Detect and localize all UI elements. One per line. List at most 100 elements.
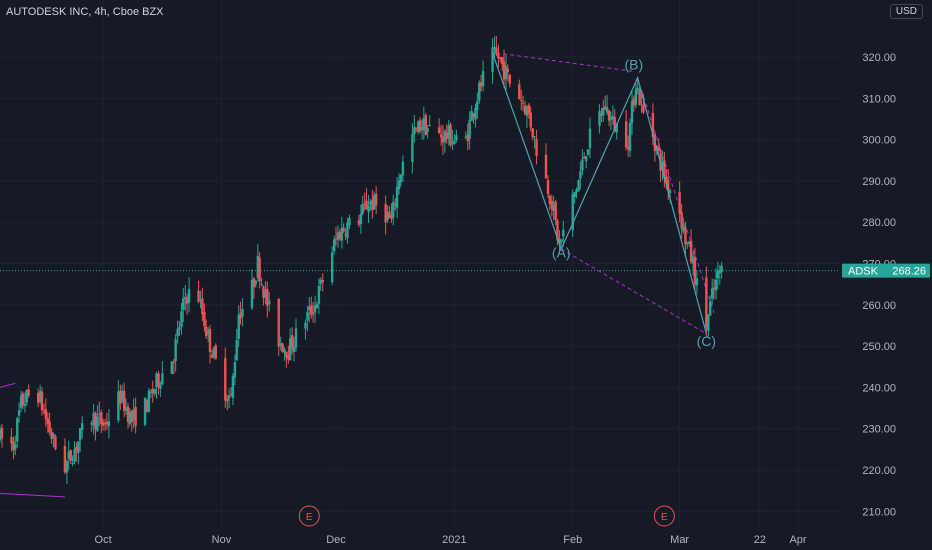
candle: [418, 117, 422, 134]
candle-body: [581, 159, 584, 171]
candle-body: [317, 285, 321, 304]
candle: [254, 279, 258, 288]
candle-body: [535, 138, 538, 156]
candle-body: [311, 312, 315, 315]
candle: [124, 398, 128, 415]
time-tick-label: Feb: [563, 534, 582, 546]
price-tick-label: 290.00: [862, 176, 896, 188]
candle-body: [607, 110, 611, 121]
candle-body: [348, 217, 351, 226]
candle-body: [579, 171, 582, 179]
candle: [14, 435, 17, 456]
candle-body: [281, 343, 284, 352]
time-tick-label: 2021: [442, 534, 466, 546]
currency-button[interactable]: USD: [889, 4, 923, 19]
candle: [310, 296, 313, 319]
candle: [180, 302, 183, 335]
candle-body: [397, 180, 401, 190]
candle: [508, 73, 512, 88]
candle: [21, 391, 25, 410]
trendline: [0, 492, 65, 498]
candle: [319, 277, 322, 291]
candle: [588, 117, 592, 159]
candle: [663, 151, 666, 188]
candle-body: [306, 312, 309, 321]
candle-body: [75, 447, 78, 451]
candle: [464, 131, 468, 140]
candle: [96, 405, 99, 432]
candle: [16, 416, 19, 448]
candle: [90, 420, 93, 432]
candle-body: [371, 199, 374, 211]
candle-body: [624, 121, 628, 148]
candle: [439, 124, 443, 146]
candle: [27, 384, 30, 398]
symbol-title: AUTODESK INC, 4h, Cboe BZX: [6, 6, 164, 18]
candle: [36, 388, 40, 408]
candle-body: [712, 287, 716, 290]
candle: [54, 434, 57, 451]
candle: [279, 336, 282, 351]
candle-body: [428, 124, 431, 127]
candle: [184, 284, 187, 311]
candle-body: [287, 355, 290, 360]
candle-body: [443, 130, 447, 142]
candle-body: [229, 394, 233, 396]
price-tick-label: 210.00: [862, 506, 896, 518]
candle: [308, 297, 311, 323]
candle: [500, 56, 504, 71]
candle-body: [718, 269, 722, 274]
candle-body: [678, 192, 681, 214]
candle-body: [279, 343, 282, 346]
candle-body: [288, 338, 292, 361]
candle-body: [445, 133, 448, 139]
candle-body: [640, 101, 643, 103]
candle: [317, 278, 321, 315]
candle-body: [258, 257, 261, 282]
candle: [636, 77, 639, 95]
candle-body: [550, 201, 554, 209]
candle-body: [338, 232, 342, 240]
candle: [187, 277, 191, 313]
candle-body: [134, 406, 137, 427]
candle: [506, 64, 510, 82]
candle-body: [321, 279, 324, 283]
candle: [634, 82, 638, 109]
price-axis[interactable]: 320.00310.00300.00290.00280.00270.00260.…: [862, 52, 896, 518]
candle: [292, 336, 296, 362]
time-axis[interactable]: Oct Nov Dec 2021 Feb Mar 22 Apr: [95, 534, 807, 546]
candle-body: [132, 409, 135, 420]
candle: [533, 136, 536, 149]
candle: [468, 111, 471, 150]
candle-body: [401, 161, 405, 176]
candle-body: [481, 71, 485, 87]
candle: [71, 455, 74, 467]
candle-body: [10, 436, 13, 444]
trendline: [0, 382, 16, 388]
candle-body: [319, 279, 322, 284]
candle: [707, 314, 710, 337]
candle: [344, 227, 347, 241]
candle: [214, 343, 218, 360]
candle: [159, 381, 162, 397]
candle: [340, 216, 344, 249]
candle-body: [472, 113, 475, 118]
candle: [716, 261, 720, 290]
candle: [413, 115, 416, 143]
candle: [684, 221, 687, 257]
candle: [443, 128, 447, 153]
candle: [693, 247, 697, 290]
price-tick-label: 300.00: [862, 135, 896, 147]
earnings-marker[interactable]: E: [298, 505, 320, 527]
candle-body: [71, 463, 74, 465]
candle: [346, 217, 349, 244]
price-tick-label: 280.00: [862, 217, 896, 229]
candle: [544, 143, 548, 179]
candle: [77, 441, 80, 465]
candle: [367, 194, 370, 223]
candle-body: [413, 127, 416, 135]
earnings-marker[interactable]: E: [653, 505, 675, 527]
time-tick-label: Nov: [212, 534, 232, 546]
